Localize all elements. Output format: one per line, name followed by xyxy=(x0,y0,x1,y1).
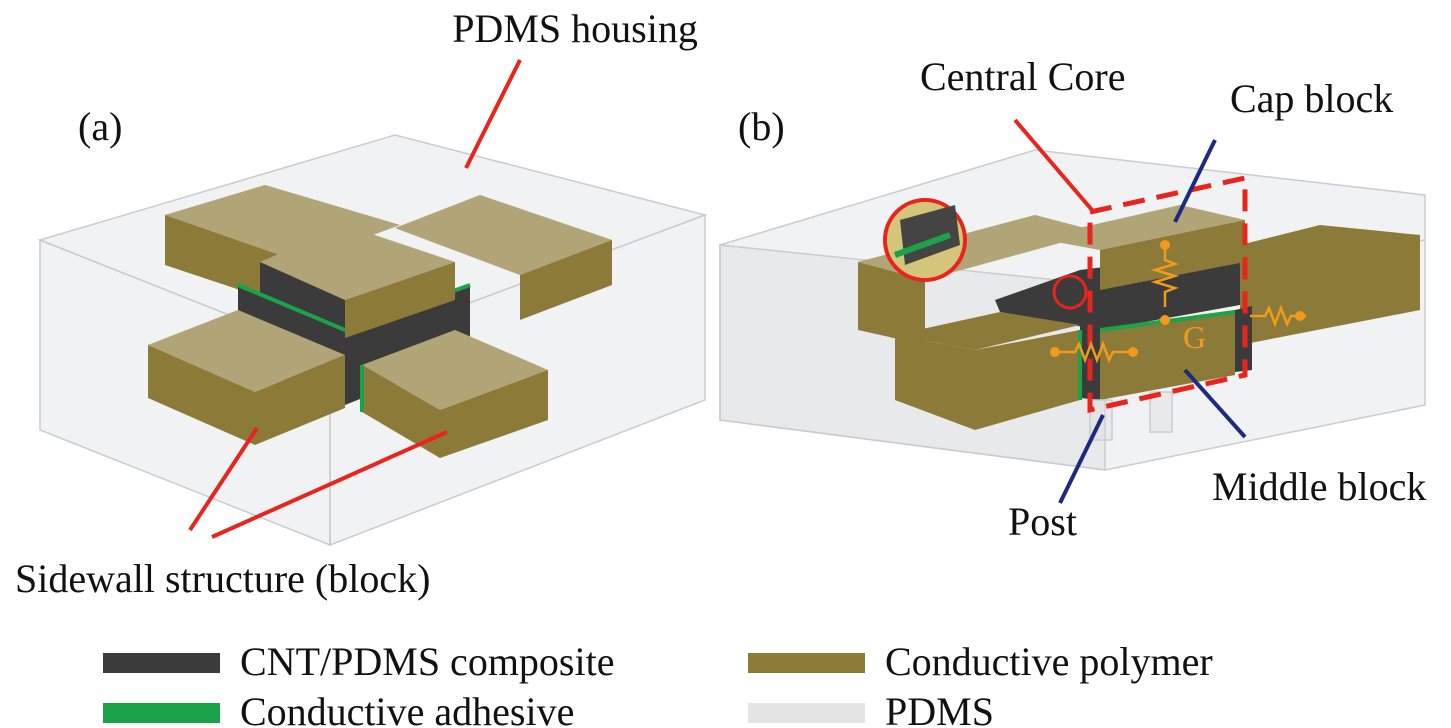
panel-b-drawing xyxy=(719,118,1426,504)
legend-swatch xyxy=(748,653,865,673)
annotation: Cap block xyxy=(1230,76,1393,121)
panel-label: (b) xyxy=(738,104,785,149)
panel-label: (a) xyxy=(78,104,122,149)
annotation: Middle block xyxy=(1212,464,1426,509)
annotation: Post xyxy=(1008,499,1077,544)
symbol: G xyxy=(1183,319,1206,355)
legend-label: Conductive adhesive xyxy=(240,689,574,728)
legend-swatch xyxy=(103,653,220,673)
legend-label: CNT/PDMS composite xyxy=(240,639,614,684)
annotation: Sidewall structure (block) xyxy=(15,556,430,601)
legend-label: Conductive polymer xyxy=(885,639,1213,684)
legend-swatch xyxy=(103,703,220,723)
legend-label: PDMS xyxy=(885,689,994,728)
legend-swatch xyxy=(748,703,865,723)
annotation: Central Core xyxy=(920,54,1126,99)
panel-a-drawing xyxy=(37,59,708,547)
legend: CNT/PDMS composite Conductive adhesive Con… xyxy=(103,639,1213,728)
annotation: PDMS housing xyxy=(452,6,698,51)
